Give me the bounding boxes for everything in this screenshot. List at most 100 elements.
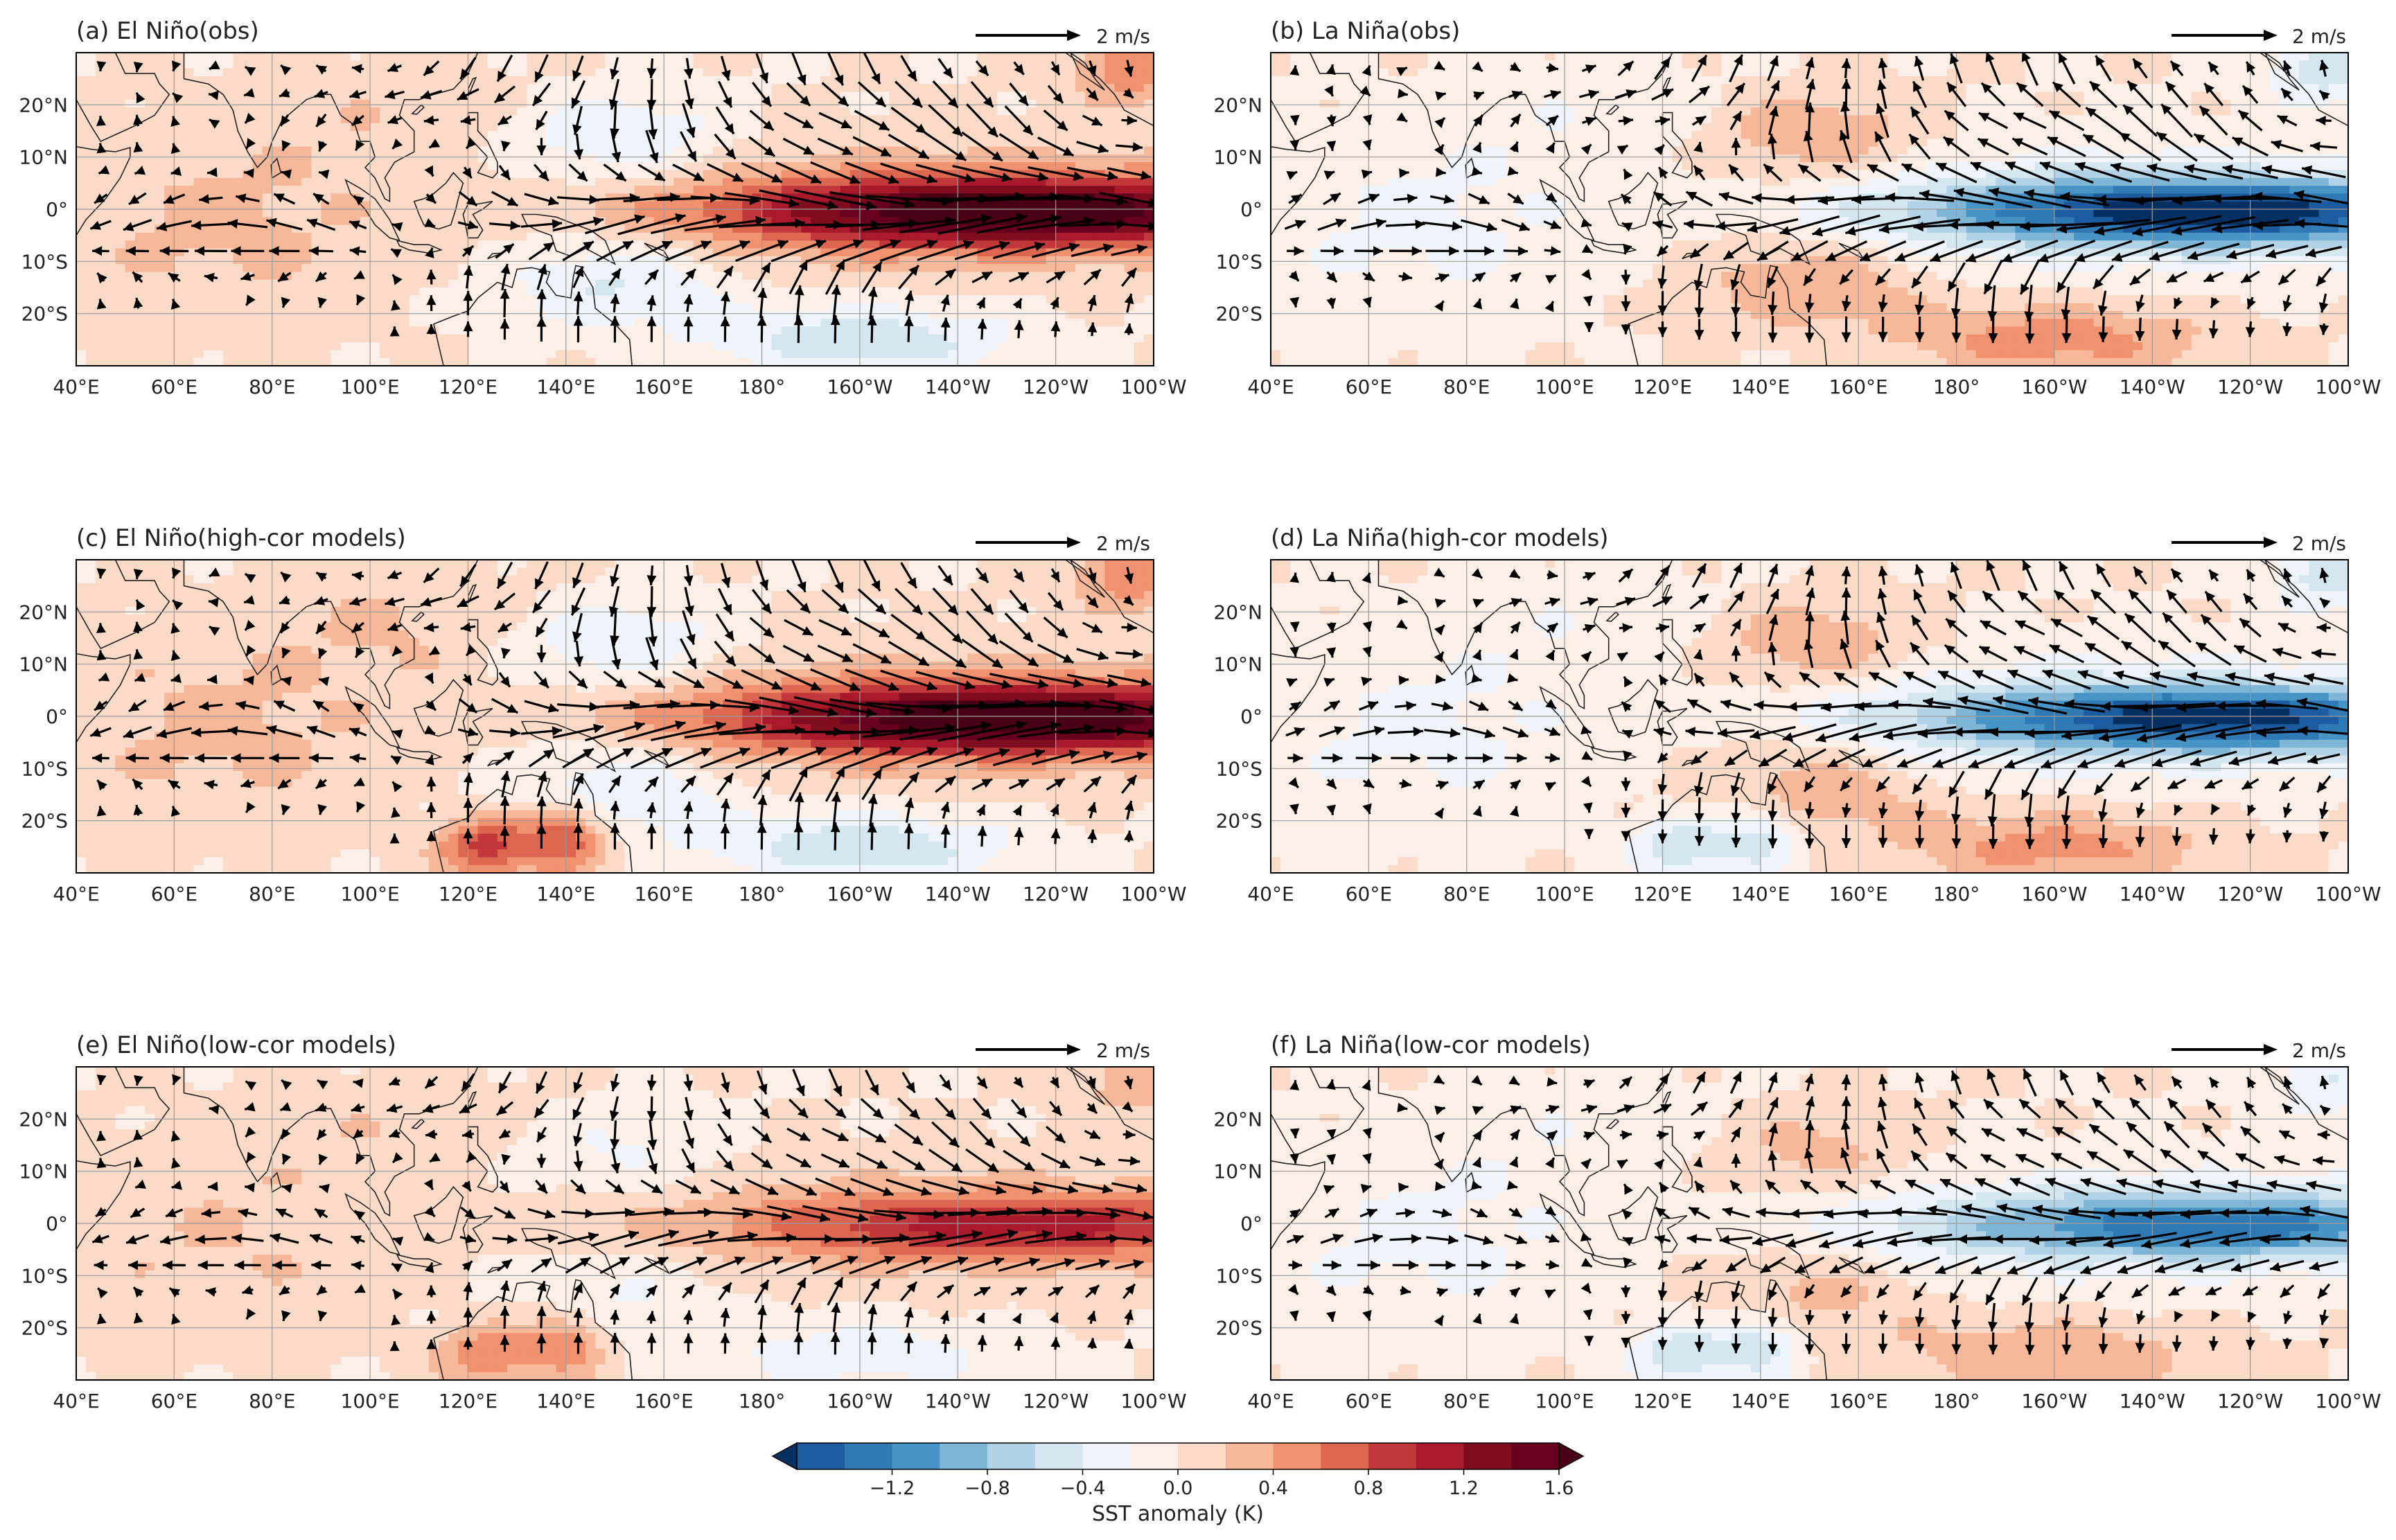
sst-cell	[732, 84, 743, 93]
sst-cell	[987, 303, 998, 312]
sst-cell	[781, 342, 792, 351]
sst-cell	[1104, 310, 1116, 319]
sst-cell	[1075, 68, 1086, 77]
wind-arrow-shaft	[585, 215, 645, 235]
sst-cell	[703, 303, 714, 312]
sst-cell	[556, 84, 567, 93]
sst-cell	[634, 310, 645, 319]
sst-cell	[428, 186, 439, 195]
wind-arrow-head	[771, 173, 782, 183]
sst-cell	[585, 357, 596, 366]
sst-cell	[272, 240, 283, 249]
sst-cell	[585, 334, 596, 343]
sst-cell	[389, 256, 400, 265]
sst-cell	[155, 131, 165, 140]
sst-cell	[840, 209, 851, 218]
sst-cell	[223, 326, 234, 335]
sst-cell	[811, 350, 822, 359]
sst-cell	[399, 319, 410, 328]
sst-cell	[693, 350, 704, 359]
sst-cell	[644, 326, 655, 335]
sst-cell	[448, 224, 459, 233]
sst-cell	[428, 131, 439, 140]
sst-cell	[801, 53, 811, 62]
wind-arrow-head	[209, 60, 220, 69]
sst-cell	[213, 68, 224, 77]
sst-cell	[272, 232, 283, 241]
sst-cell	[967, 342, 978, 351]
sst-cell	[1095, 99, 1106, 108]
sst-cell	[497, 232, 508, 241]
sst-cell	[536, 357, 547, 366]
sst-cell	[565, 319, 576, 328]
sst-cell	[1016, 310, 1027, 319]
sst-cell	[203, 295, 214, 304]
sst-cell	[145, 357, 155, 366]
sst-cell	[340, 99, 351, 108]
sst-cell	[145, 123, 155, 132]
sst-cell	[164, 256, 175, 265]
sst-cell	[732, 186, 743, 195]
sst-cell	[624, 232, 635, 241]
sst-cell	[497, 186, 508, 195]
wind-arrow-head	[1147, 221, 1154, 231]
sst-cell	[1085, 177, 1095, 186]
sst-cell	[380, 162, 391, 171]
sst-cell	[301, 107, 312, 116]
sst-cell	[879, 201, 890, 210]
sst-cell	[938, 256, 949, 265]
sst-cell	[1026, 60, 1037, 69]
sst-cell	[213, 139, 224, 148]
sst-cell	[761, 240, 773, 249]
sst-cell	[938, 154, 949, 163]
sst-cell	[321, 350, 332, 359]
sst-cell	[1065, 256, 1076, 265]
sst-cell	[507, 295, 518, 304]
sst-cell	[928, 84, 939, 93]
sst-cell	[859, 177, 870, 186]
sst-cell	[791, 99, 802, 108]
sst-cell	[849, 123, 861, 132]
wind-arrow-head	[810, 174, 822, 184]
sst-cell	[1055, 76, 1066, 85]
sst-cell	[987, 186, 998, 195]
sst-cell	[370, 209, 380, 218]
sst-cell	[948, 350, 958, 359]
sst-cell	[1114, 287, 1125, 297]
sst-cell	[193, 303, 204, 312]
wind-arrow-head	[815, 239, 827, 249]
sst-cell	[781, 115, 792, 124]
sst-cell	[203, 209, 214, 218]
sst-cell	[732, 115, 743, 124]
sst-cell	[977, 53, 988, 62]
sst-cell	[155, 232, 165, 241]
sst-cell	[889, 68, 900, 77]
sst-cell	[703, 146, 714, 155]
wind-arrow-head	[497, 115, 509, 125]
sst-cell	[448, 154, 459, 163]
sst-cell	[585, 91, 596, 100]
sst-cell	[497, 256, 508, 265]
wind-arrow-head	[608, 99, 619, 110]
sst-cell	[565, 326, 576, 335]
sst-cell	[565, 53, 576, 62]
sst-cell	[761, 334, 773, 343]
sst-cell	[664, 53, 675, 62]
sst-cell	[938, 209, 949, 218]
sst-cell	[213, 342, 224, 351]
wind-arrow-head	[622, 241, 633, 250]
sst-cell	[86, 53, 96, 62]
sst-cell	[565, 115, 576, 124]
sst-cell	[331, 131, 342, 140]
sst-cell	[155, 154, 165, 163]
sst-cell	[527, 279, 538, 288]
sst-cell	[292, 186, 302, 195]
sst-cell	[331, 91, 342, 100]
sst-cell	[595, 84, 606, 93]
sst-cell	[889, 256, 900, 265]
wind-arrow-head	[915, 123, 926, 134]
sst-cell	[76, 177, 87, 186]
wind-arrow-shaft	[952, 164, 1012, 181]
sst-cell	[634, 240, 645, 249]
sst-cell	[948, 139, 958, 148]
